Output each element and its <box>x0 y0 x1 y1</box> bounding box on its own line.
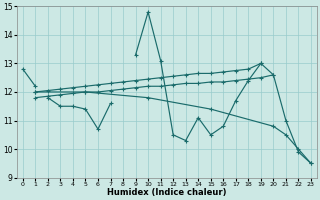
X-axis label: Humidex (Indice chaleur): Humidex (Indice chaleur) <box>107 188 227 197</box>
